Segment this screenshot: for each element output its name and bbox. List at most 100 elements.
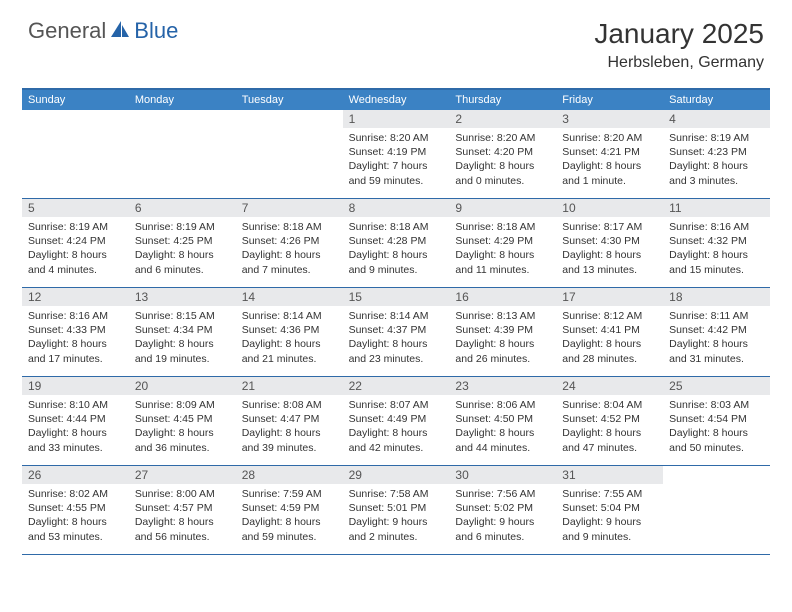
day-number: 4 [663,110,770,128]
day-info-line: and 36 minutes. [135,441,230,455]
day-info-line: Sunrise: 7:55 AM [562,487,657,501]
day-info-line: Sunset: 4:49 PM [349,412,444,426]
day-cell: 22Sunrise: 8:07 AMSunset: 4:49 PMDayligh… [343,377,450,465]
day-info: Sunrise: 8:13 AMSunset: 4:39 PMDaylight:… [455,309,550,366]
day-info-line: Sunrise: 8:19 AM [28,220,123,234]
day-cell: 20Sunrise: 8:09 AMSunset: 4:45 PMDayligh… [129,377,236,465]
day-cell: 19Sunrise: 8:10 AMSunset: 4:44 PMDayligh… [22,377,129,465]
day-info-line: and 11 minutes. [455,263,550,277]
day-info-line: Sunrise: 8:16 AM [28,309,123,323]
day-info: Sunrise: 8:20 AMSunset: 4:20 PMDaylight:… [455,131,550,188]
day-info-line: Sunrise: 7:59 AM [242,487,337,501]
week-row: 5Sunrise: 8:19 AMSunset: 4:24 PMDaylight… [22,199,770,288]
day-info-line: Sunset: 4:47 PM [242,412,337,426]
day-info: Sunrise: 8:14 AMSunset: 4:37 PMDaylight:… [349,309,444,366]
day-cell: 31 Sunrise: 7:55 AMSunset: 5:04 PMDayligh… [556,466,663,554]
month-title: January 2025 [594,18,764,50]
day-info-line: Sunset: 4:55 PM [28,501,123,515]
day-cell: 28Sunrise: 7:59 AMSunset: 4:59 PMDayligh… [236,466,343,554]
day-info-line: Sunset: 4:29 PM [455,234,550,248]
day-info: Sunrise: 8:15 AMSunset: 4:34 PMDaylight:… [135,309,230,366]
weeks-container: 1Sunrise: 8:20 AMSunset: 4:19 PMDaylight… [22,110,770,555]
day-cell-empty [663,466,770,554]
day-info-line: Sunrise: 8:02 AM [28,487,123,501]
day-cell: 15Sunrise: 8:14 AMSunset: 4:37 PMDayligh… [343,288,450,376]
day-info-line: Sunrise: 8:16 AM [669,220,764,234]
day-number: 11 [663,199,770,217]
day-info-line: Daylight: 8 hours [349,248,444,262]
day-info: Sunrise: 8:16 AMSunset: 4:32 PMDaylight:… [669,220,764,277]
day-info-line: Sunrise: 8:17 AM [562,220,657,234]
day-info-line: Sunrise: 8:04 AM [562,398,657,412]
day-info-line: Daylight: 8 hours [455,426,550,440]
day-cell: 30Sunrise: 7:56 AMSunset: 5:02 PMDayligh… [449,466,556,554]
day-number: 5 [22,199,129,217]
day-info: Sunrise: 8:19 AMSunset: 4:23 PMDaylight:… [669,131,764,188]
day-info-line: Daylight: 8 hours [135,515,230,529]
day-cell-empty [236,110,343,198]
week-row: 19Sunrise: 8:10 AMSunset: 4:44 PMDayligh… [22,377,770,466]
day-info: Sunrise: 8:14 AMSunset: 4:36 PMDaylight:… [242,309,337,366]
day-cell: 17 Sunrise: 8:12 AMSunset: 4:41 PMDayligh… [556,288,663,376]
day-info: Sunrise: 8:03 AMSunset: 4:54 PMDaylight:… [669,398,764,455]
day-info-line: Sunrise: 8:20 AM [562,131,657,145]
day-cell: 1Sunrise: 8:20 AMSunset: 4:19 PMDaylight… [343,110,450,198]
day-number: 17 [556,288,663,306]
day-info: Sunrise: 8:08 AMSunset: 4:47 PMDaylight:… [242,398,337,455]
day-info-line: Sunset: 4:26 PM [242,234,337,248]
day-info-line: Sunrise: 7:56 AM [455,487,550,501]
day-info-line: Daylight: 9 hours [455,515,550,529]
day-info: Sunrise: 8:12 AMSunset: 4:41 PMDaylight:… [562,309,657,366]
day-info-line: Daylight: 8 hours [28,248,123,262]
day-info-line: and 6 minutes. [135,263,230,277]
day-info-line: and 50 minutes. [669,441,764,455]
day-info-line: Sunrise: 7:58 AM [349,487,444,501]
day-info: Sunrise: 8:02 AMSunset: 4:55 PMDaylight:… [28,487,123,544]
day-info-line: Daylight: 8 hours [562,426,657,440]
day-info-line: and 53 minutes. [28,530,123,544]
day-info-line: Sunrise: 8:15 AM [135,309,230,323]
day-info-line: Daylight: 8 hours [135,426,230,440]
day-info-line: Sunrise: 8:08 AM [242,398,337,412]
day-cell: 9Sunrise: 8:18 AMSunset: 4:29 PMDaylight… [449,199,556,287]
day-cell: 14Sunrise: 8:14 AMSunset: 4:36 PMDayligh… [236,288,343,376]
day-number: 12 [22,288,129,306]
day-info-line: and 47 minutes. [562,441,657,455]
day-info-line: Daylight: 8 hours [135,337,230,351]
day-info-line: and 15 minutes. [669,263,764,277]
day-number: 24 [556,377,663,395]
day-info: Sunrise: 7:55 AMSunset: 5:04 PMDaylight:… [562,487,657,544]
day-info-line: Sunset: 4:36 PM [242,323,337,337]
day-cell: 2Sunrise: 8:20 AMSunset: 4:20 PMDaylight… [449,110,556,198]
location: Herbsleben, Germany [594,54,764,72]
weekday-header-row: SundayMondayTuesdayWednesdayThursdayFrid… [22,90,770,110]
day-info-line: Sunrise: 8:09 AM [135,398,230,412]
day-number: 10 [556,199,663,217]
day-cell: 11 Sunrise: 8:16 AMSunset: 4:32 PMDayligh… [663,199,770,287]
day-number: 18 [663,288,770,306]
weekday-header: Friday [556,90,663,110]
day-info-line: Daylight: 8 hours [242,426,337,440]
day-info-line: Sunrise: 8:12 AM [562,309,657,323]
day-info-line: Sunset: 4:34 PM [135,323,230,337]
day-info-line: Daylight: 8 hours [562,248,657,262]
day-info-line: Sunset: 4:42 PM [669,323,764,337]
day-info-line: Sunrise: 8:13 AM [455,309,550,323]
day-info-line: and 4 minutes. [28,263,123,277]
day-info-line: and 56 minutes. [135,530,230,544]
day-cell: 23Sunrise: 8:06 AMSunset: 4:50 PMDayligh… [449,377,556,465]
day-info-line: Sunset: 5:02 PM [455,501,550,515]
day-cell: 12 Sunrise: 8:16 AMSunset: 4:33 PMDayligh… [22,288,129,376]
day-info: Sunrise: 8:16 AMSunset: 4:33 PMDaylight:… [28,309,123,366]
day-info-line: Sunset: 4:39 PM [455,323,550,337]
day-info-line: Sunrise: 8:00 AM [135,487,230,501]
day-cell: 27Sunrise: 8:00 AMSunset: 4:57 PMDayligh… [129,466,236,554]
day-info-line: Daylight: 8 hours [669,426,764,440]
day-info-line: and 19 minutes. [135,352,230,366]
day-info-line: and 59 minutes. [349,174,444,188]
day-info-line: Sunset: 4:59 PM [242,501,337,515]
day-info: Sunrise: 8:06 AMSunset: 4:50 PMDaylight:… [455,398,550,455]
day-info: Sunrise: 8:00 AMSunset: 4:57 PMDaylight:… [135,487,230,544]
day-number: 31 [556,466,663,484]
day-info-line: Sunrise: 8:18 AM [349,220,444,234]
